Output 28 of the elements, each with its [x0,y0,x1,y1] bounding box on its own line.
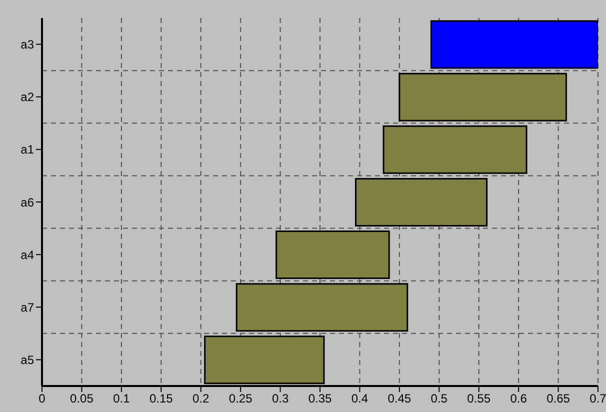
bar [276,230,390,280]
x-tick-label: 0 [38,392,46,406]
bar [236,283,408,332]
y-tick-label: a3 [20,38,34,52]
y-tick-label: a6 [20,195,34,210]
y-tick-label: a1 [20,142,34,157]
y-tick-label: a5 [20,352,34,367]
bar [398,72,567,122]
x-tick-label: 0.65 [546,392,570,406]
x-tick-label: 0.2 [192,392,210,406]
x-tick-label: 0.55 [467,392,491,406]
x-tick-label: 0.25 [228,392,253,406]
bar [354,178,488,226]
y-tick-label: a7 [20,300,34,314]
y-tick-label: a4 [20,248,34,262]
x-tick-label: 0.35 [308,392,332,406]
x-tick-label: 0.4 [351,392,368,406]
y-tick-label: a2 [20,90,34,104]
x-tick-label: 0.45 [388,392,412,406]
bar [382,125,528,174]
x-tick-label: 0.5 [430,392,448,406]
x-tick-label: 0.15 [149,392,174,406]
x-tick-label: 0.05 [70,392,94,406]
x-tick-label: 0.7 [590,392,606,406]
x-tick-label: 0.1 [113,392,130,406]
bar [430,20,598,69]
x-tick-label: 0.6 [510,392,528,406]
x-tick-label: 0.3 [272,392,289,406]
